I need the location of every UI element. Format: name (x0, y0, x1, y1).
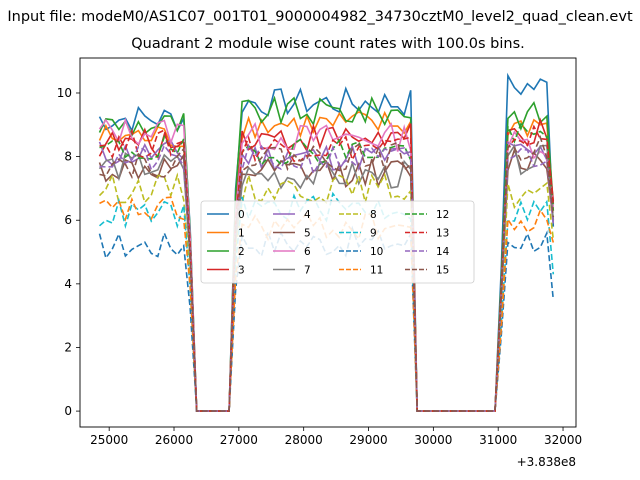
x-offset-label: +3.838e8 (517, 455, 576, 469)
y-tick-label: 6 (64, 213, 72, 227)
x-tick-label: 32000 (544, 433, 582, 447)
legend-label-15: 15 (436, 265, 449, 277)
legend-label-6: 6 (304, 246, 311, 258)
y-tick-label: 2 (64, 340, 72, 354)
legend-label-0: 0 (238, 209, 245, 221)
legend-label-9: 9 (370, 228, 377, 240)
legend-box (200, 200, 475, 284)
x-axis: 25000 26000 27000 28000 29000 30000 31000 32000 (90, 427, 582, 447)
x-tick-label: 31000 (479, 433, 517, 447)
x-tick-label: 28000 (285, 433, 323, 447)
legend-label-1: 1 (238, 228, 245, 240)
x-tick-label: 27000 (220, 433, 258, 447)
legend-label-3: 3 (238, 265, 245, 277)
y-tick-label: 8 (64, 150, 72, 164)
x-tick-label: 26000 (155, 433, 193, 447)
plot-frame (79, 57, 577, 428)
series-line-14 (99, 143, 555, 412)
chart-subtitle: Quadrant 2 module wise count rates with … (131, 36, 525, 52)
chart-title: Input file: modeM0/AS1C07_001T01_9000004… (0, 9, 640, 25)
legend-label-11: 11 (370, 265, 383, 277)
y-axis: 0 2 4 6 8 10 (57, 86, 80, 418)
legend-label-5: 5 (304, 228, 311, 240)
x-tick-label: 25000 (90, 433, 128, 447)
y-tick-label: 0 (64, 404, 72, 418)
legend-label-12: 12 (436, 209, 449, 221)
legend-label-8: 8 (370, 209, 377, 221)
legend-label-14: 14 (436, 246, 450, 258)
legend-label-10: 10 (370, 246, 383, 258)
legend-label-2: 2 (238, 246, 245, 258)
x-tick-label: 29000 (349, 433, 387, 447)
legend-label-4: 4 (304, 209, 311, 221)
series-line-15 (99, 135, 555, 412)
y-tick-label: 4 (64, 277, 72, 291)
x-tick-label: 30000 (414, 433, 452, 447)
legend-label-13: 13 (436, 228, 449, 240)
series-line-13 (99, 124, 555, 412)
y-tick-label: 10 (57, 86, 72, 100)
legend-label-7: 7 (304, 265, 311, 277)
chart-title-text: Input file: modeM0/AS1C07_001T01_9000004… (7, 9, 633, 25)
